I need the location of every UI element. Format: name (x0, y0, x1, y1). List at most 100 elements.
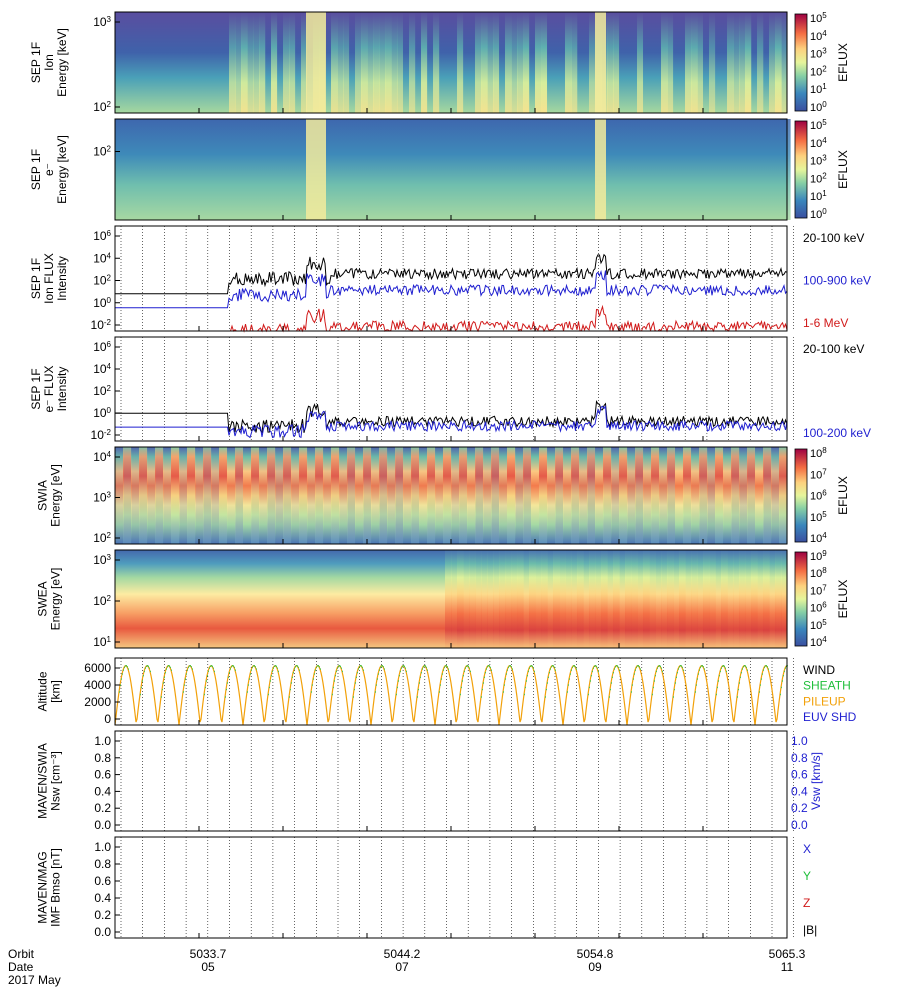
spectrogram-column (619, 447, 628, 544)
spectrogram-column (240, 119, 246, 220)
spectrogram-column (370, 119, 376, 220)
spectrogram-column (715, 447, 724, 544)
y-axis-label: SWEA (36, 581, 50, 616)
spectrogram-column (133, 550, 140, 648)
spectrogram-column (715, 119, 721, 220)
spectrogram-column (703, 550, 710, 648)
spectrogram-column (171, 447, 180, 544)
spectrogram-column (283, 550, 290, 648)
spectrogram-column (643, 550, 650, 648)
date-tick-label: 09 (588, 960, 602, 974)
spectrogram-column (613, 550, 620, 648)
y-axis-label: SEP 1F (29, 149, 43, 190)
legend-entry: Z (803, 896, 810, 910)
spectrogram-column (631, 550, 638, 648)
spectrogram-column (435, 447, 444, 544)
colorbar-tick-label: 104 (810, 635, 827, 650)
spectrogram-column (705, 119, 711, 220)
line-series-layer (114, 253, 788, 726)
spectrogram-column (707, 447, 716, 544)
spectrogram-column (115, 550, 122, 648)
spectrogram-column (203, 447, 212, 544)
gridlines (120, 226, 795, 938)
spectrogram-column (507, 447, 516, 544)
spectrogram-column (295, 550, 302, 648)
spectrogram-column (603, 447, 612, 544)
y2-axis-label: Vsw [km/s] (809, 752, 823, 810)
spectrogram-column (219, 447, 228, 544)
y-axis-label: Intensity (55, 256, 69, 301)
colorbar-tick-label: 103 (810, 153, 827, 168)
spectrogram-column (721, 550, 728, 648)
colorbar-label: EFLUX (836, 43, 850, 82)
spectrogram-column (490, 119, 496, 220)
y-axis-label: Energy [eV] (49, 464, 63, 527)
y-tick-label: 102 (93, 100, 111, 115)
spectrogram-column (547, 550, 554, 648)
spectrogram-column (200, 119, 206, 220)
y2-tick-label: 0.4 (791, 784, 808, 798)
spectrogram-column (643, 12, 650, 113)
spectrogram-column (649, 550, 656, 648)
spectrogram-column (511, 12, 518, 113)
spectrogram-column (229, 12, 236, 113)
spectrogram-column (465, 119, 471, 220)
spectrogram-column (535, 550, 542, 648)
spectrogram-column (541, 550, 548, 648)
spectrogram-column (517, 550, 524, 648)
spectrogram-column (223, 550, 230, 648)
spectrogram-column (530, 119, 536, 220)
spectrogram-column (455, 119, 461, 220)
spectrogram-column (775, 119, 781, 220)
spectrogram-column (255, 119, 261, 220)
spectrogram-column (667, 447, 676, 544)
spectrogram-column (679, 12, 686, 113)
spectrogram-column (163, 447, 172, 544)
spectrogram-column (319, 550, 326, 648)
y-axis-label: Energy [keV] (55, 28, 69, 97)
spectrogram-column (405, 119, 411, 220)
colorbar-tick-label: 105 (810, 509, 827, 524)
spectrogram-column (289, 550, 296, 648)
spectrogram-column (771, 447, 780, 544)
spectrogram-column (427, 12, 434, 113)
legend-entry: 20-100 keV (803, 342, 864, 356)
spectrogram-column (625, 119, 631, 220)
spectrogram-column (463, 550, 470, 648)
spectrogram-column (349, 550, 356, 648)
legend-entry: 1-6 MeV (803, 316, 848, 330)
spectrogram-column (363, 447, 372, 544)
spectrogram-column (373, 12, 380, 113)
spectrogram-column (457, 550, 464, 648)
spectrogram-column (169, 12, 176, 113)
spectrogram-column (277, 550, 284, 648)
spectrogram-column (560, 119, 566, 220)
y-tick-label: 106 (93, 229, 111, 244)
panel-frame (114, 730, 788, 832)
y-tick-label: 10-2 (91, 428, 112, 443)
colorbar-label: EFLUX (836, 580, 850, 619)
spectrogram-column (500, 119, 506, 220)
spectrogram-column (280, 119, 286, 220)
spectrogram-column (195, 447, 204, 544)
spectrogram-column (163, 550, 170, 648)
spectrogram-column (339, 447, 348, 544)
sep-event-band (306, 12, 326, 113)
spectrogram-column (725, 119, 731, 220)
spectrogram-column (485, 119, 491, 220)
spectrogram-column (670, 119, 676, 220)
spectrogram-column (451, 447, 460, 544)
spectrogram-column (655, 550, 662, 648)
spectrogram-column (243, 447, 252, 544)
spectrogram-column (475, 119, 481, 220)
spectrogram-column (430, 119, 436, 220)
y-tick-label: 102 (93, 144, 111, 159)
y-tick-label: 0.6 (94, 874, 111, 888)
spectrogram-column (210, 119, 216, 220)
spectrogram-column (371, 447, 380, 544)
spectrogram-column (445, 550, 452, 648)
spectrogram-column (265, 12, 272, 113)
legend-entry: WIND (803, 663, 835, 677)
spectrogram-column (700, 119, 706, 220)
